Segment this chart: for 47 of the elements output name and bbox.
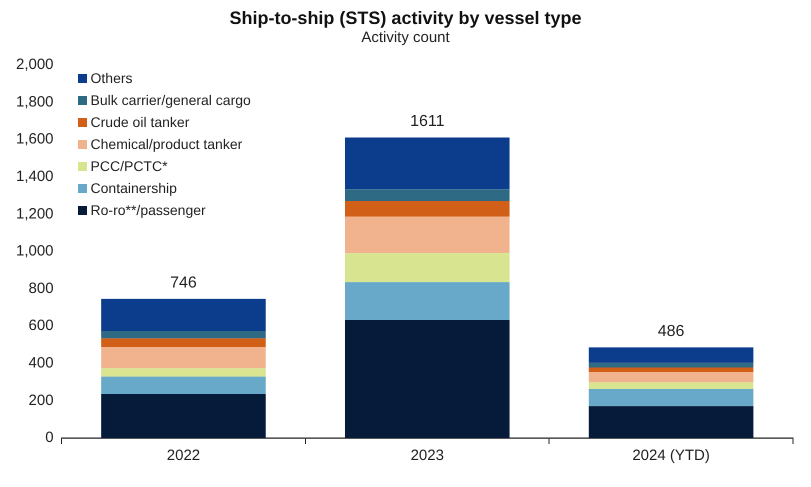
bar [101, 338, 266, 347]
bar [588, 347, 754, 363]
legend-label: Crude oil tanker [90, 113, 190, 132]
legend-label: PCC/PCTC* [90, 157, 168, 176]
total-label: 746 [170, 274, 197, 292]
legend-label: Others [90, 69, 133, 88]
bar [101, 368, 266, 377]
bar [344, 320, 510, 438]
legend-label: Containership [90, 179, 177, 198]
bar [588, 388, 754, 406]
bar [101, 394, 266, 438]
y-tick-label: 1,200 [16, 205, 54, 222]
bar [344, 216, 510, 254]
y-tick-label: 1,600 [16, 130, 54, 148]
bar [588, 372, 754, 382]
x-tick-label: 2022 [166, 447, 200, 464]
bar [588, 368, 754, 372]
y-tick-label: 1,000 [16, 242, 54, 260]
y-tick-label: 200 [28, 392, 54, 409]
y-tick-label: 800 [28, 280, 54, 297]
bar [101, 330, 266, 338]
chart-subtitle: Activity count [360, 29, 451, 46]
bar [101, 376, 266, 394]
bar [344, 253, 510, 282]
bar [588, 406, 754, 438]
y-tick-label: 600 [28, 317, 54, 334]
bar [344, 200, 510, 216]
x-tick-label: 2023 [410, 447, 444, 464]
y-tick-label: 2,000 [16, 56, 54, 74]
bar [101, 346, 266, 368]
bar [344, 138, 510, 190]
x-tick-label: 2024 (YTD) [632, 447, 710, 464]
bar [588, 362, 754, 368]
bar [588, 382, 754, 389]
total-label: 486 [658, 322, 685, 340]
bar [344, 189, 510, 201]
bar [344, 282, 510, 320]
legend-label: Ro-ro**/passenger [90, 201, 206, 220]
y-tick-label: 1,400 [16, 168, 54, 186]
legend-label: Bulk carrier/general cargo [90, 91, 251, 110]
total-label: 1611 [410, 112, 445, 130]
chart-title: Ship-to-ship (STS) activity by vessel type [228, 8, 583, 29]
y-tick-label: 0 [45, 429, 54, 446]
bar [101, 298, 266, 331]
y-tick-label: 1,800 [16, 93, 54, 110]
legend-label: Chemical/product tanker [90, 135, 242, 154]
y-tick-label: 400 [28, 354, 54, 372]
